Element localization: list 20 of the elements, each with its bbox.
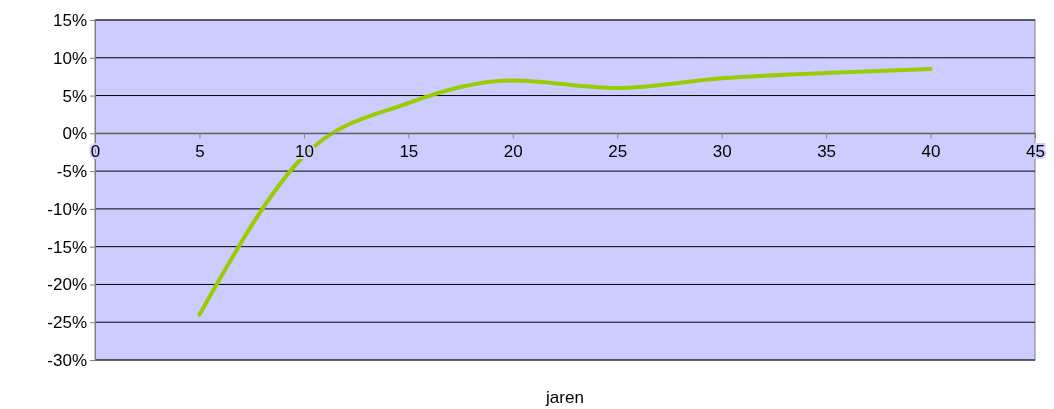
x-tick-label: 40 xyxy=(921,141,941,161)
x-tick-label: 25 xyxy=(608,141,628,161)
x-tick-label: 20 xyxy=(503,141,523,161)
y-tick-label: 0% xyxy=(62,124,87,144)
x-tick-label: 5 xyxy=(195,141,205,161)
x-tick-label: 30 xyxy=(712,141,732,161)
y-tick-label: -15% xyxy=(47,237,87,257)
x-tick-label: 45 xyxy=(1026,141,1045,161)
y-tick-label: -10% xyxy=(47,199,87,219)
y-tick-label: -25% xyxy=(47,313,87,333)
y-tick-label: -5% xyxy=(56,162,87,182)
x-tick-label: 0 xyxy=(90,141,101,161)
y-tick-label: -30% xyxy=(47,350,87,370)
y-tick-label: 5% xyxy=(62,86,87,106)
y-tick-label: 15% xyxy=(52,10,87,30)
x-tick-label: 15 xyxy=(399,141,419,161)
x-axis-title: jaren xyxy=(545,388,584,407)
y-tick-label: -20% xyxy=(47,275,87,295)
y-tick-label: 10% xyxy=(52,48,87,68)
x-tick-label: 35 xyxy=(817,141,837,161)
